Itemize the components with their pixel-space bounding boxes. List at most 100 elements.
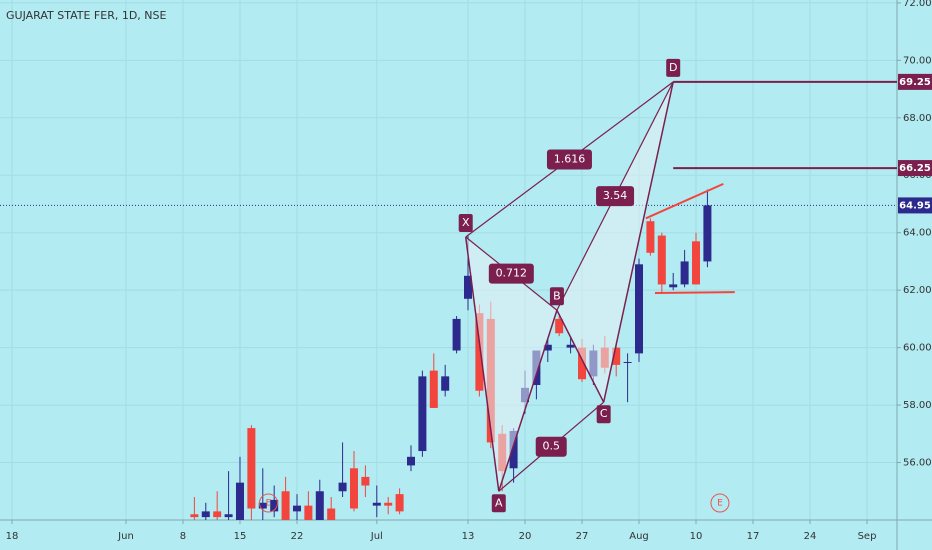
- candle-body: [441, 376, 450, 391]
- pattern-point-box: [458, 214, 473, 233]
- pattern-leg: [498, 310, 558, 492]
- level-price-tag: [898, 160, 932, 177]
- candle-body: [315, 491, 324, 520]
- level-price-label: 69.25: [899, 77, 931, 88]
- pattern-leg: [464, 236, 500, 492]
- x-tick-label: Jun: [117, 531, 134, 542]
- level-price-tag: [898, 73, 932, 90]
- y-tick-label: 62.00: [903, 285, 932, 296]
- candle-body: [418, 376, 427, 452]
- candle-body: [657, 235, 666, 285]
- candle-body: [452, 318, 461, 351]
- candle-body: [247, 428, 256, 509]
- pattern-point-label: C: [600, 407, 608, 420]
- candle-body: [224, 514, 233, 518]
- candle-body: [292, 505, 301, 512]
- x-tick-label: Sep: [858, 531, 877, 542]
- pattern-point-box: [666, 58, 681, 77]
- pattern-point-label: A: [495, 496, 503, 509]
- pattern-point-box: [491, 494, 506, 513]
- y-tick-label: 58.00: [903, 400, 932, 411]
- ratio-label: 0.712: [496, 267, 528, 280]
- pattern-leg: [602, 81, 674, 403]
- event-label: E: [266, 499, 272, 509]
- ratio-label: 0.5: [542, 440, 560, 453]
- ratio-box: [488, 263, 534, 284]
- y-tick-label: 72.00: [903, 0, 932, 9]
- pattern-point-label: D: [669, 61, 677, 74]
- x-tick-label: 13: [462, 531, 475, 542]
- candle-body: [635, 264, 644, 354]
- candle-body: [349, 468, 358, 509]
- trendline: [645, 182, 724, 220]
- candle-body: [612, 347, 621, 365]
- pattern-leg: [556, 309, 605, 403]
- candle-body: [327, 508, 336, 520]
- candle-body: [190, 514, 199, 518]
- candle-body: [270, 499, 279, 512]
- x-tick-label: Aug: [629, 531, 649, 542]
- candle-body: [692, 241, 701, 285]
- y-tick-label: 56.00: [903, 458, 932, 469]
- candle-body: [566, 344, 575, 348]
- candle-body: [372, 502, 381, 506]
- y-tick-label: 70.00: [903, 55, 932, 66]
- event-marker: [258, 493, 278, 513]
- last-price-tag: [898, 197, 932, 214]
- ratio-box: [546, 149, 592, 170]
- candle-body: [578, 347, 587, 380]
- x-tick-label: 27: [576, 531, 589, 542]
- pattern-point-box: [549, 287, 564, 306]
- x-tick-label: 8: [180, 531, 186, 542]
- ratio-box: [535, 436, 567, 457]
- x-tick-label: 22: [291, 531, 304, 542]
- pattern-fill: [465, 237, 557, 492]
- event-label: E: [717, 499, 723, 509]
- candle-body: [384, 502, 393, 506]
- candle-body: [509, 430, 518, 469]
- x-tick-label: 24: [804, 531, 817, 542]
- ratio-box: [596, 186, 635, 207]
- candle-body: [463, 275, 472, 299]
- x-tick-label: Jul: [370, 531, 383, 542]
- candle-body: [475, 313, 484, 391]
- pattern-point-label: X: [462, 216, 470, 229]
- candle-body: [304, 505, 313, 520]
- x-tick-label: 10: [690, 531, 703, 542]
- candle-body: [258, 502, 267, 509]
- last-price-label: 64.95: [899, 200, 931, 211]
- candle-body: [646, 221, 655, 253]
- candle-body: [703, 205, 712, 262]
- ratio-label: 1.616: [554, 152, 586, 165]
- chart-title: GUJARAT STATE FER, 1D, NSE: [6, 9, 167, 22]
- candle-body: [395, 494, 404, 512]
- level-price-label: 66.25: [899, 163, 931, 174]
- candle-body: [213, 511, 222, 518]
- candle-body: [235, 482, 244, 520]
- y-tick-label: 68.00: [903, 113, 932, 124]
- pattern-point-box: [596, 405, 611, 424]
- x-tick-label: 20: [519, 531, 532, 542]
- candle-body: [429, 370, 438, 408]
- candle-body: [669, 284, 678, 288]
- candle-body: [338, 482, 347, 492]
- x-tick-label: 15: [234, 531, 247, 542]
- candle-body: [623, 361, 632, 363]
- candle-body: [406, 456, 415, 466]
- candle-body: [201, 511, 210, 518]
- candle-body: [555, 318, 564, 334]
- pattern-fill: [556, 81, 674, 403]
- y-tick-label: 60.00: [903, 343, 932, 354]
- x-tick-label: 18: [6, 531, 19, 542]
- event-marker: [710, 493, 730, 513]
- trendline: [654, 291, 735, 295]
- ratio-label: 3.54: [603, 189, 628, 202]
- candle-body: [680, 261, 689, 285]
- candle-body: [281, 491, 290, 520]
- pattern-point-label: B: [553, 289, 561, 302]
- candle-body: [543, 344, 552, 351]
- y-tick-label: 64.00: [903, 228, 932, 239]
- candle-body: [361, 476, 370, 486]
